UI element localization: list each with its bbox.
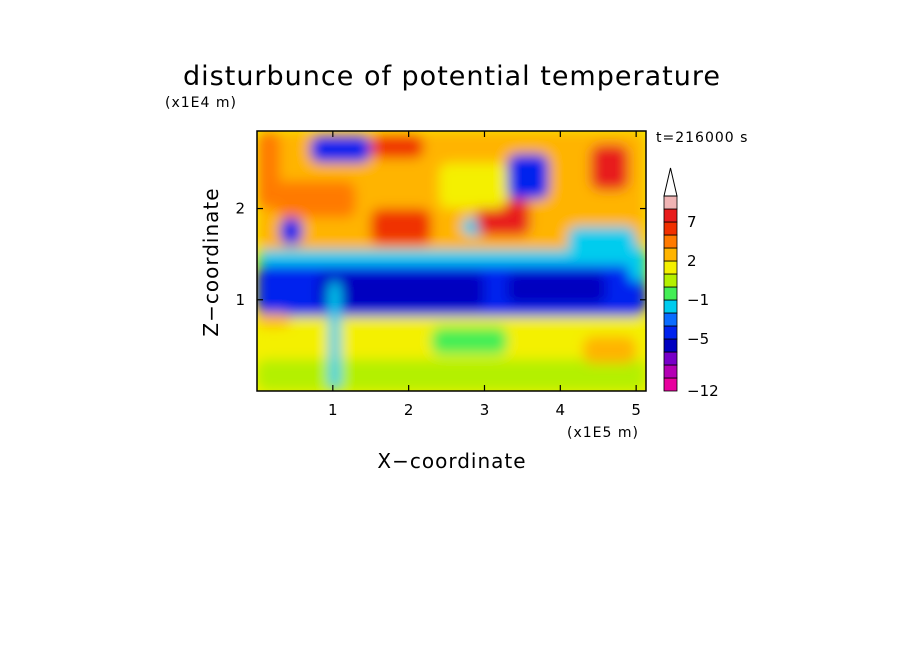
- colorbar-label: 2: [687, 252, 697, 270]
- contour-region: [257, 131, 280, 209]
- plot-frame: [256, 130, 647, 392]
- colorbar-segment: [663, 221, 678, 236]
- contour-region: [275, 181, 356, 218]
- y-unit-label: (x1E4 m): [165, 95, 237, 111]
- contour-region: [329, 281, 341, 391]
- contour-region: [257, 313, 292, 328]
- colorbar-label: −12: [687, 382, 719, 400]
- contour-region: [370, 135, 424, 159]
- x-tick-label: 5: [631, 401, 641, 419]
- contour-region: [438, 162, 508, 209]
- colorbar-segment: [663, 208, 678, 223]
- colorbar-segment: [663, 299, 678, 314]
- x-axis-label: X−coordinate: [377, 449, 526, 473]
- chart-title: disturbunce of potential temperature: [183, 61, 721, 92]
- contour-region: [279, 217, 303, 246]
- colorbar-segment: [663, 364, 678, 379]
- contour-region: [317, 272, 485, 309]
- contour-region: [257, 359, 646, 391]
- x-tick-label: 3: [480, 401, 490, 419]
- colorbar-segment: [663, 195, 678, 210]
- contour-region: [257, 249, 646, 266]
- colorbar: 7 2 −1 −5 −12: [663, 167, 719, 400]
- colorbar-label: −1: [687, 291, 709, 309]
- contour-region: [628, 245, 646, 282]
- contour-region: [507, 153, 549, 200]
- colorbar-segment: [663, 351, 678, 366]
- x-tick-label: 4: [556, 401, 566, 419]
- colorbar-label: −5: [687, 330, 709, 348]
- colorbar-segment: [663, 325, 678, 340]
- colorbar-segment: [663, 234, 678, 249]
- contour-region: [370, 208, 432, 246]
- colorbar-label: 7: [687, 213, 697, 231]
- contour-region: [507, 272, 606, 305]
- y-tick-label: 2: [235, 200, 245, 218]
- time-label: t=216000 s: [656, 130, 748, 146]
- colorbar-segment: [663, 312, 678, 327]
- contour-region: [431, 327, 508, 355]
- x-tick-label: 2: [404, 401, 414, 419]
- colorbar-segment: [663, 247, 678, 262]
- colorbar-segment: [663, 338, 678, 353]
- contour-region: [583, 336, 637, 364]
- contour-field: [257, 131, 646, 391]
- contour-region: [310, 135, 371, 163]
- x-unit-label: (x1E5 m): [567, 425, 639, 441]
- contour-region: [590, 144, 629, 191]
- colorbar-extend-arrow: [663, 167, 678, 197]
- colorbar-segment: [663, 286, 678, 301]
- colorbar-segment: [663, 273, 678, 288]
- y-axis-label: Z−coordinate: [199, 187, 223, 336]
- y-tick-label: 1: [235, 291, 245, 309]
- colorbar-segment: [663, 260, 678, 275]
- x-tick-label: 1: [328, 401, 338, 419]
- colorbar-segment: [663, 377, 678, 392]
- contour-region: [567, 226, 637, 255]
